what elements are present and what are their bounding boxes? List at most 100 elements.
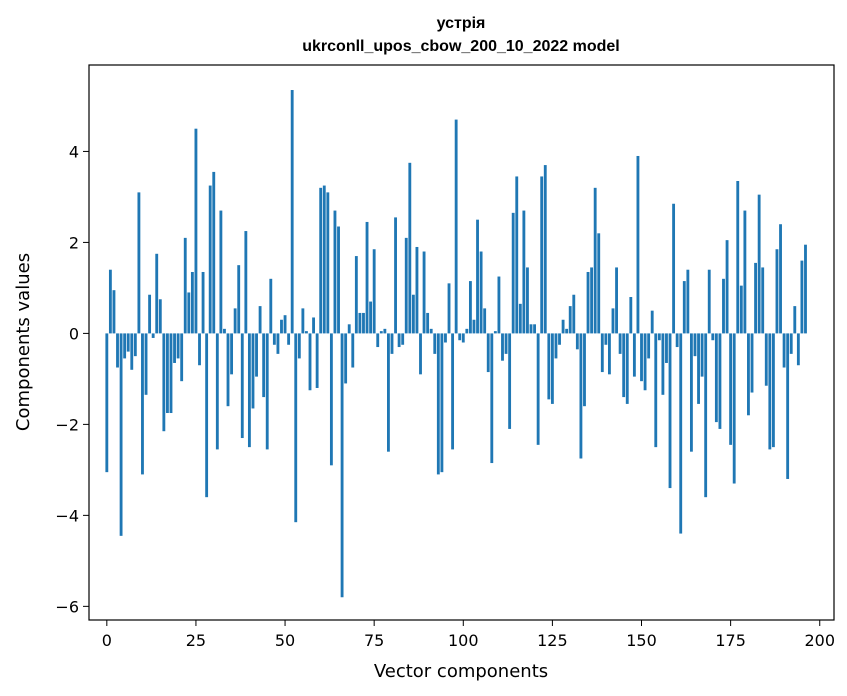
bar-59 [315, 333, 319, 388]
bar-82 [397, 333, 401, 348]
bar-67 [344, 333, 348, 384]
bar-152 [647, 333, 651, 359]
bar-154 [654, 333, 658, 448]
bar-186 [768, 333, 772, 450]
bar-25 [194, 128, 198, 334]
bar-29 [208, 185, 212, 334]
x-tick-label-200: 200 [804, 631, 835, 650]
bar-72 [362, 312, 365, 334]
bar-22 [183, 237, 187, 334]
bar-170 [711, 333, 715, 341]
bar-165 [693, 333, 697, 357]
bar-87 [415, 246, 419, 334]
bar-71 [358, 312, 362, 334]
bar-24 [190, 271, 194, 334]
bar-113 [508, 333, 512, 429]
bar-128 [561, 319, 565, 334]
y-tick-label-2: 2 [69, 233, 79, 252]
bar-106 [483, 308, 487, 334]
bar-168 [704, 333, 708, 498]
bar-34 [226, 333, 230, 407]
bar-26 [198, 333, 201, 366]
bar-64 [333, 210, 337, 334]
bar-161 [679, 333, 683, 534]
bar-147 [629, 297, 633, 334]
bar-51 [287, 333, 291, 345]
bar-68 [347, 324, 351, 334]
bar-151 [643, 333, 647, 391]
bar-44 [262, 333, 266, 398]
bar-6 [126, 333, 130, 352]
bar-74 [369, 301, 373, 334]
bar-175 [729, 333, 733, 445]
bar-53 [294, 333, 298, 523]
x-tick-label-100: 100 [448, 631, 479, 650]
bar-50 [283, 315, 287, 334]
bar-7 [130, 333, 134, 370]
bar-33 [223, 328, 226, 334]
bar-166 [697, 333, 700, 404]
bar-160 [675, 333, 679, 348]
bar-123 [543, 165, 547, 334]
bar-112 [504, 333, 508, 354]
bar-88 [419, 333, 422, 375]
bar-69 [351, 333, 355, 368]
x-tick-label-125: 125 [537, 631, 568, 650]
bar-111 [501, 333, 504, 361]
bar-149 [636, 155, 640, 334]
bar-66 [340, 333, 344, 598]
bar-97 [451, 333, 455, 450]
y-tick-label--2: −2 [55, 415, 79, 434]
bar-129 [565, 328, 569, 334]
y-tick-label--6: −6 [55, 597, 79, 616]
bar-130 [568, 306, 572, 334]
bar-190 [782, 333, 786, 368]
bar-138 [597, 233, 601, 334]
bar-107 [486, 333, 490, 373]
bar-125 [550, 333, 554, 404]
bar-11 [144, 333, 148, 395]
bar-28 [205, 333, 209, 498]
x-tick-label-25: 25 [186, 631, 206, 650]
bar-155 [657, 333, 661, 341]
bar-96 [447, 283, 451, 334]
bar-31 [215, 333, 219, 450]
bar-114 [511, 212, 515, 334]
bar-164 [689, 333, 693, 452]
bar-109 [493, 331, 497, 334]
bar-95 [444, 333, 447, 343]
y-tick-label--4: −4 [55, 506, 79, 525]
bar-32 [219, 210, 223, 334]
bar-140 [604, 333, 608, 345]
bar-47 [272, 333, 276, 345]
bar-193 [793, 306, 797, 334]
bar-188 [775, 249, 779, 334]
y-axis-ticks: −6 −4 −2 0 2 4 [55, 142, 89, 616]
bar-103 [472, 319, 476, 334]
y-axis-label: Components values [13, 253, 34, 431]
bar-115 [515, 176, 519, 334]
bar-52 [290, 90, 294, 334]
x-tick-label-150: 150 [626, 631, 657, 650]
bar-126 [554, 333, 558, 359]
bar-3 [116, 333, 119, 368]
bar-77 [379, 331, 383, 334]
bar-118 [526, 267, 529, 334]
bar-92 [433, 333, 437, 354]
bar-85 [408, 162, 412, 334]
bar-62 [326, 192, 330, 334]
bars-group [105, 90, 807, 598]
bar-8 [133, 333, 137, 357]
bar-137 [593, 187, 597, 334]
bar-21 [180, 333, 184, 382]
bar-2 [112, 290, 116, 334]
bar-36 [233, 308, 237, 334]
bar-79 [387, 333, 390, 452]
bar-185 [764, 333, 768, 386]
bar-16 [162, 333, 166, 432]
bar-127 [558, 333, 561, 345]
bar-78 [383, 328, 387, 334]
bar-110 [497, 276, 501, 334]
bar-181 [750, 333, 754, 393]
bar-192 [789, 333, 793, 354]
